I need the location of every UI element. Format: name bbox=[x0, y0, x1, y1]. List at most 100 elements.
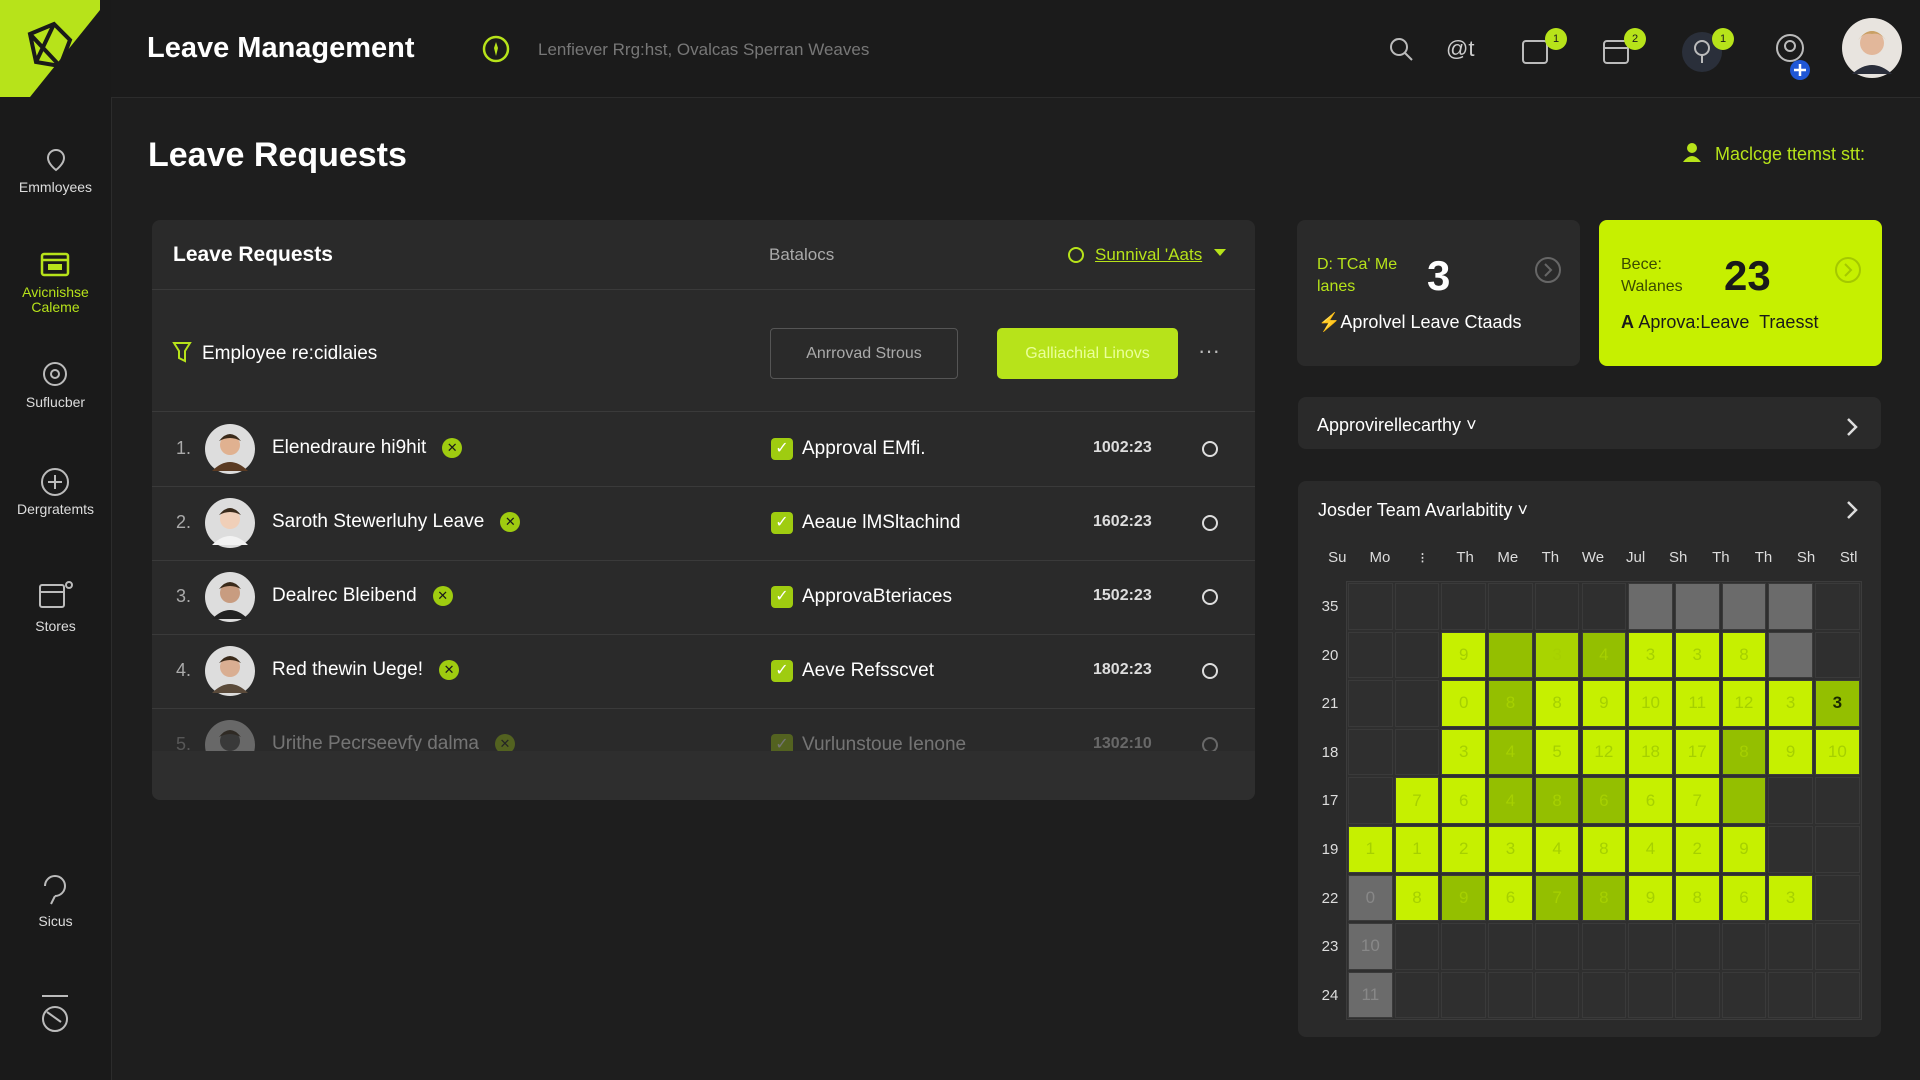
availability-panel bbox=[1298, 481, 1881, 1037]
icon[interactable] bbox=[1534, 256, 1562, 284]
card-value: 3 bbox=[1427, 252, 1451, 299]
radio[interactable] bbox=[1202, 515, 1218, 531]
dropdown-label[interactable]: Approvirellecarthy ˅ bbox=[1317, 415, 1477, 435]
icon[interactable] bbox=[1774, 32, 1818, 82]
more-menu[interactable]: ··· bbox=[1198, 338, 1220, 363]
card-value: 23 bbox=[1724, 252, 1771, 299]
nav-item-active[interactable]: Avicnishse Caleme bbox=[22, 284, 89, 315]
card-label: Bece: Walanes bbox=[1621, 256, 1683, 295]
search-text[interactable]: Lenfiever Rrg:hst, Ovalcas Sperran Weave… bbox=[538, 40, 870, 59]
chevron[interactable] bbox=[1844, 499, 1860, 521]
row-number: 1. bbox=[176, 438, 192, 458]
primary-button[interactable]: Galliachial Linovs bbox=[997, 328, 1178, 379]
icon bbox=[41, 468, 69, 496]
request-row[interactable]: 2. Saroth Stewerluhy Leave ✕ ✓ Aeaue lMSltac… bbox=[152, 486, 1255, 561]
column-header: Batalocs bbox=[769, 245, 835, 264]
requests-panel bbox=[152, 220, 1255, 800]
row-number: 3. bbox=[176, 586, 192, 606]
icon[interactable] bbox=[481, 34, 511, 64]
status-badge: ✕ bbox=[442, 437, 463, 458]
icon bbox=[46, 148, 66, 172]
app-title: Leave Management bbox=[147, 32, 415, 64]
employee-name: Urithe Pecrseevfy dalma ✕ bbox=[272, 733, 515, 751]
sidebar: Emmloyees Avicnishse Caleme Suflucber De… bbox=[0, 0, 112, 1080]
nav-item[interactable]: Suflucber bbox=[25, 394, 86, 410]
icon bbox=[44, 875, 66, 905]
stat-card-highlight bbox=[1599, 220, 1882, 366]
name-text: Dealrec Bleibend bbox=[272, 585, 417, 606]
secondary-button[interactable]: Anrrovad Strous bbox=[770, 328, 958, 379]
checkbox[interactable]: ✓ bbox=[771, 586, 793, 608]
radio[interactable] bbox=[1202, 663, 1218, 679]
icon[interactable] bbox=[1834, 256, 1862, 284]
icon[interactable] bbox=[1601, 34, 1633, 66]
dropdown-arrow[interactable] bbox=[1213, 248, 1227, 258]
request-row[interactable]: 5. Urithe Pecrseevfy dalma ✕ ✓ Vurlunstoue I… bbox=[152, 708, 1255, 751]
time: 1602:23 bbox=[1093, 513, 1152, 530]
nav-item[interactable]: Dergratemts bbox=[16, 501, 95, 517]
stat-card bbox=[1297, 220, 1580, 366]
checkbox[interactable]: ✓ bbox=[771, 734, 793, 751]
employee-name: Elenedraure hi9hit ✕ bbox=[272, 437, 463, 459]
nav-item[interactable]: Sicus bbox=[38, 913, 73, 929]
chevron[interactable] bbox=[1844, 416, 1860, 438]
request-row[interactable]: 3. Dealrec Bleibend ✕ ✓ ApprovaBteriaces 1502… bbox=[152, 560, 1255, 635]
time: 1302:10 bbox=[1093, 735, 1152, 751]
card-label: D: TCa' Me lanes bbox=[1317, 256, 1398, 295]
icon bbox=[172, 342, 192, 363]
status-text: ApprovaBteriaces bbox=[802, 586, 952, 607]
row-number: 2. bbox=[176, 512, 192, 532]
card-subtitle: A Aprova:Leave Traesst bbox=[1621, 312, 1819, 332]
radio[interactable] bbox=[1202, 441, 1218, 457]
employee-name: Dealrec Bleibend ✕ bbox=[272, 585, 453, 607]
checkbox[interactable]: ✓ bbox=[771, 660, 793, 682]
icon bbox=[42, 995, 68, 1032]
nav-item[interactable]: Stores bbox=[35, 618, 76, 634]
radio[interactable] bbox=[1202, 589, 1218, 605]
divider bbox=[152, 289, 1255, 290]
logo bbox=[0, 0, 100, 97]
badge: 2 bbox=[1624, 28, 1646, 50]
badge: 1 bbox=[1545, 28, 1567, 50]
status-text: Aeaue lMSltachind bbox=[802, 512, 961, 533]
row-number: 4. bbox=[176, 660, 192, 680]
time: 1002:23 bbox=[1093, 439, 1152, 456]
status-badge: ✕ bbox=[439, 659, 460, 680]
panel-title: Leave Requests bbox=[173, 243, 333, 266]
radio[interactable] bbox=[1202, 737, 1218, 751]
status-text: Aeve Refsscvet bbox=[802, 660, 934, 681]
checkbox[interactable]: ✓ bbox=[771, 512, 793, 534]
page-action[interactable]: Maclcge ttemst stt: bbox=[1715, 144, 1866, 164]
request-row[interactable]: 1. Elenedraure hi9hit ✕ ✓ Approval EMfi. 1002… bbox=[152, 412, 1255, 487]
avatar[interactable] bbox=[1842, 18, 1902, 78]
avatar bbox=[205, 720, 255, 751]
icon bbox=[39, 581, 73, 608]
status-text: Vurlunstoue Ienone bbox=[802, 734, 967, 751]
toolbar-label: Employee re:cidlaies bbox=[202, 343, 378, 364]
availability-title-text: Josder Team Avarlabitity bbox=[1318, 500, 1513, 520]
card-subtitle-text: Aprolvel Leave Ctaads bbox=[1340, 312, 1522, 332]
card-subtitle-text: Aprova:Leave Traesst bbox=[1638, 312, 1819, 332]
nav-item[interactable]: Emmloyees bbox=[18, 179, 93, 195]
request-row[interactable]: 4. Red thewin Uege! ✕ ✓ Aeve Refsscvet 1802:2… bbox=[152, 634, 1255, 709]
row-number: 5. bbox=[176, 734, 192, 751]
availability-title: Josder Team Avarlabitity ˅ bbox=[1318, 500, 1528, 520]
time: 1502:23 bbox=[1093, 587, 1152, 604]
button-label: Anrrovad Strous bbox=[806, 344, 922, 362]
icon-text[interactable]: @t bbox=[1446, 36, 1475, 61]
checkbox[interactable]: ✓ bbox=[771, 438, 793, 460]
page-title: Leave Requests bbox=[148, 136, 407, 174]
icon[interactable] bbox=[1520, 34, 1552, 66]
dropdown-text: Approvirellecarthy bbox=[1317, 415, 1462, 435]
avatar bbox=[205, 498, 255, 548]
dropdown[interactable] bbox=[1298, 397, 1881, 449]
button-label: Galliachial Linovs bbox=[1025, 344, 1150, 362]
status-badge: ✕ bbox=[494, 733, 515, 751]
avatar bbox=[205, 572, 255, 622]
divider bbox=[152, 411, 1255, 412]
employee-name: Saroth Stewerluhy Leave ✕ bbox=[272, 511, 521, 533]
search-icon[interactable] bbox=[1388, 36, 1414, 62]
filter[interactable]: Sunnival 'Aats bbox=[1095, 245, 1203, 264]
request-rows: 1. Elenedraure hi9hit ✕ ✓ Approval EMfi. 1002… bbox=[152, 412, 1255, 751]
